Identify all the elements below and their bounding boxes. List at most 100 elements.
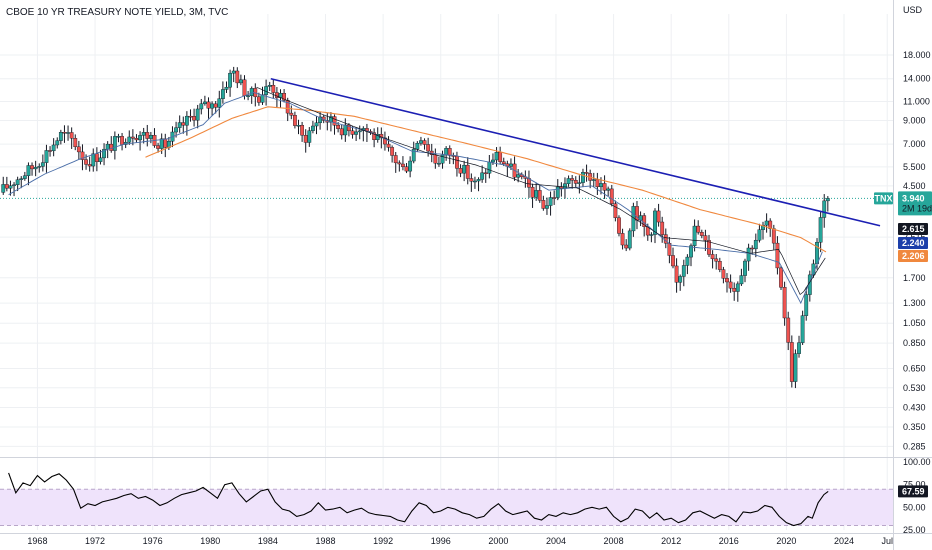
candle-body <box>127 136 132 143</box>
candle-body <box>714 258 719 262</box>
candle-body <box>1 184 6 193</box>
candle-body <box>548 197 553 206</box>
candle-body <box>717 261 722 270</box>
x-tick-label: 1992 <box>373 536 393 546</box>
candle-body <box>404 166 409 172</box>
candle-body <box>58 132 63 141</box>
candle-body <box>671 255 675 267</box>
candle-body <box>444 148 449 156</box>
moving-average-black <box>256 86 826 296</box>
candle-body <box>617 217 621 234</box>
candle-body <box>4 184 9 189</box>
candle-body <box>98 157 103 162</box>
candle-body <box>692 225 697 246</box>
candle-body <box>228 72 232 88</box>
rsi-layer <box>8 472 829 527</box>
candle-body <box>419 140 423 144</box>
candle-body <box>573 180 578 184</box>
candle-body <box>311 125 315 131</box>
candle-body <box>195 108 200 121</box>
candle-body <box>602 183 607 191</box>
rsi-band-fill <box>0 489 893 526</box>
candle-body <box>163 138 168 148</box>
x-tick-label: 1976 <box>143 536 163 546</box>
candle-body <box>498 152 503 162</box>
candle-body <box>455 156 459 169</box>
x-tick-label: 1996 <box>431 536 451 546</box>
candle-body <box>213 103 218 108</box>
candle-body <box>800 315 805 343</box>
candle-body <box>314 122 319 127</box>
candle-body <box>256 96 261 103</box>
candle-body <box>462 164 467 174</box>
candle-body <box>55 140 60 146</box>
candle-body <box>87 164 92 167</box>
y-tick-label: 0.530 <box>903 383 926 393</box>
y-tick-label: 1.050 <box>903 318 926 328</box>
candle-body <box>343 124 348 136</box>
y-tick-label: 0.285 <box>903 441 926 451</box>
candle-body <box>563 183 567 189</box>
candle-body <box>545 205 549 209</box>
candle-body <box>494 152 499 161</box>
candle-body <box>293 115 297 126</box>
candle-body <box>224 86 229 90</box>
candle-body <box>303 135 308 143</box>
candle-body <box>76 146 81 153</box>
candle-body <box>134 138 139 141</box>
candle-body <box>782 287 787 319</box>
candle-body <box>473 180 477 183</box>
grid-lines <box>0 14 893 530</box>
candle-body <box>336 125 341 129</box>
y-tick-label: 4.500 <box>903 181 926 191</box>
candle-body <box>181 122 186 126</box>
candle-body <box>707 240 711 255</box>
x-tick-label: 1988 <box>315 536 335 546</box>
candle-body <box>30 165 34 170</box>
candle-body <box>202 101 207 104</box>
x-tick-label: 2024 <box>834 536 854 546</box>
candle-body <box>332 116 337 126</box>
candle-body <box>761 224 765 230</box>
candle-body <box>779 267 783 288</box>
candle-body <box>509 163 513 167</box>
x-tick-label: 1984 <box>258 536 278 546</box>
candle-body <box>674 265 679 283</box>
candle-body <box>656 210 661 223</box>
candle-body <box>271 85 276 93</box>
moving-average-fast <box>8 92 823 305</box>
x-tick-label: 1980 <box>200 536 220 546</box>
candle-body <box>728 281 733 289</box>
candle-body <box>33 166 38 170</box>
candle-body <box>375 134 380 140</box>
symbol-tag <box>874 192 893 205</box>
rsi-tick-label: 50.00 <box>903 502 926 512</box>
candle-body <box>764 220 769 226</box>
candle-body <box>177 122 182 128</box>
candle-body <box>685 256 690 266</box>
candle-body <box>415 142 420 150</box>
candle-body <box>627 230 632 249</box>
last-price-label: 3.940 <box>902 193 925 203</box>
candle-body <box>148 135 153 139</box>
candle-body <box>48 150 52 152</box>
candle-body <box>653 210 657 235</box>
candle-body <box>732 287 737 292</box>
candle-body <box>210 103 214 109</box>
candle-body <box>681 265 686 277</box>
candle-body <box>44 150 49 163</box>
candle-body <box>120 136 124 145</box>
y-tick-label: 14.000 <box>903 74 931 84</box>
y-tick-label: 11.000 <box>903 96 930 106</box>
candle-body <box>102 148 106 159</box>
trendline <box>270 77 881 227</box>
candle-body <box>440 154 445 164</box>
candle-body <box>721 269 726 279</box>
x-tick-label: 1968 <box>27 536 47 546</box>
candle-body <box>818 217 823 243</box>
candle-body <box>91 153 96 167</box>
candle-body <box>350 130 355 135</box>
candle-body <box>804 294 809 316</box>
candle-body <box>372 132 377 140</box>
